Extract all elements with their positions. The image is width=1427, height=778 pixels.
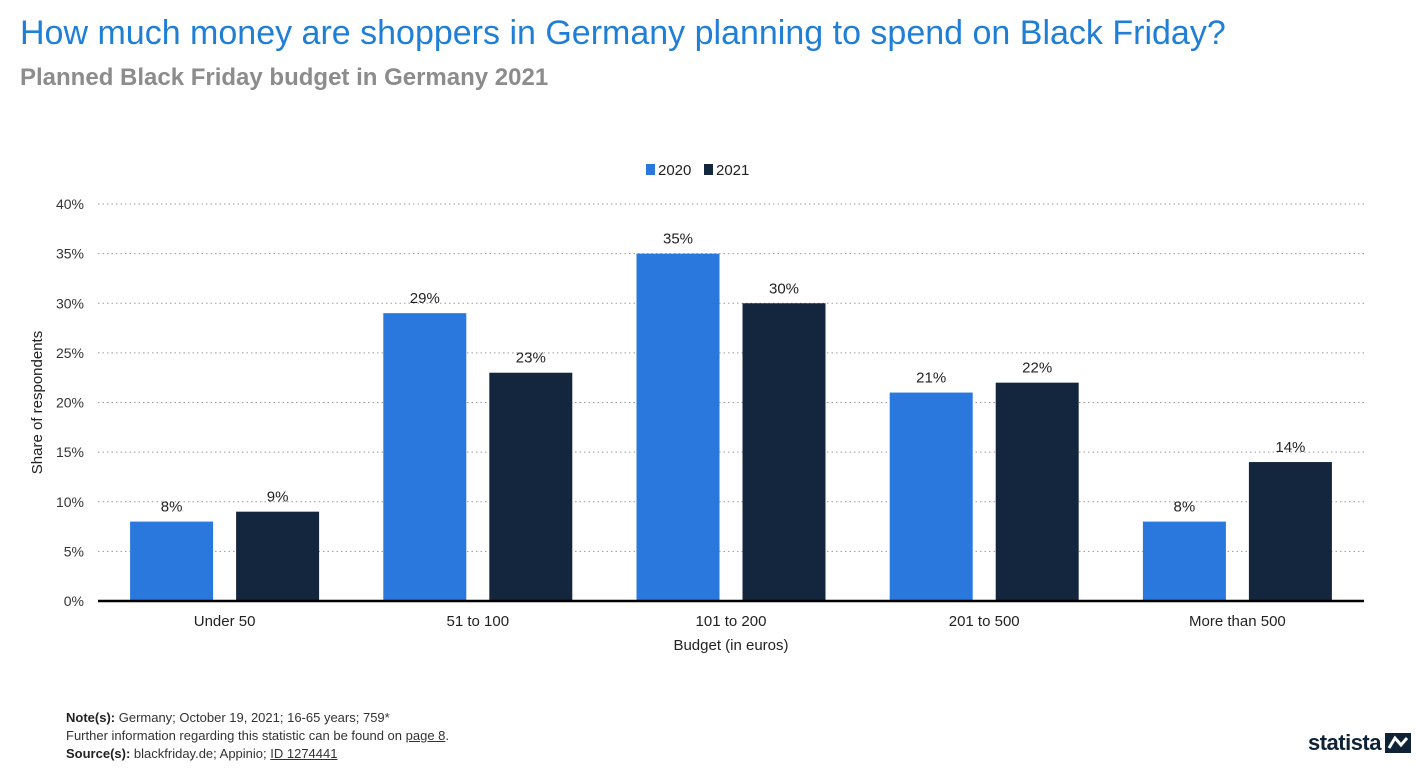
data-label: 14%: [1275, 439, 1305, 456]
data-label: 21%: [916, 370, 946, 387]
y-tick-label: 35%: [56, 246, 84, 262]
bar-2021: [995, 382, 1079, 601]
y-tick-label: 0%: [64, 593, 84, 609]
info-text: Further information regarding this stati…: [66, 728, 406, 743]
y-tick-label: 20%: [56, 395, 84, 411]
legend-swatch-2021: [704, 164, 713, 175]
bar-2021: [742, 303, 826, 601]
bar-2021: [236, 511, 320, 601]
x-tick-label: More than 500: [1189, 613, 1286, 630]
data-label: 30%: [769, 280, 799, 297]
data-label: 22%: [1022, 360, 1052, 377]
legend-swatch-2020: [646, 164, 655, 175]
x-tick-label: Under 50: [194, 613, 256, 630]
bar-2021: [1248, 462, 1332, 601]
legend-label-2021: 2021: [716, 162, 749, 179]
data-label: 35%: [663, 231, 693, 248]
bar-2020: [889, 392, 973, 601]
data-label: 8%: [161, 499, 183, 516]
bar-2020: [130, 521, 214, 601]
data-label: 9%: [267, 489, 289, 506]
x-tick-label: 101 to 200: [696, 613, 767, 630]
page-link[interactable]: page 8: [405, 728, 446, 743]
y-axis-title: Share of respondents: [29, 331, 46, 474]
bar-2020: [1142, 521, 1226, 601]
source-label: Source(s):: [66, 746, 131, 761]
legend-label-2020: 2020: [658, 162, 691, 179]
x-tick-label: 51 to 100: [447, 613, 510, 630]
y-tick-label: 10%: [56, 494, 84, 510]
y-tick-label: 15%: [56, 444, 84, 460]
y-tick-label: 5%: [64, 543, 84, 559]
x-tick-label: 201 to 500: [949, 613, 1020, 630]
data-label: 8%: [1174, 499, 1196, 516]
statista-flag-icon: [1385, 733, 1411, 753]
x-axis-title: Budget (in euros): [673, 637, 788, 654]
notes-text: Germany; October 19, 2021; 16-65 years; …: [115, 710, 390, 725]
chart-title: How much money are shoppers in Germany p…: [20, 14, 1226, 52]
bar-chart: 0% 5% 10% 15% 20% 25% 30% 35% 40% 8% 9% Under 50 29%…: [29, 162, 1364, 654]
y-tick-label: 30%: [56, 295, 84, 311]
chart-subtitle: Planned Black Friday budget in Germany 2…: [20, 64, 549, 91]
data-label: 29%: [410, 290, 440, 307]
y-tick-label: 40%: [56, 196, 84, 212]
statistic-id-link[interactable]: ID 1274441: [270, 746, 338, 761]
bar-2020: [383, 313, 467, 601]
footer-notes: Note(s): Germany; October 19, 2021; 16-6…: [66, 709, 449, 763]
y-tick-label: 25%: [56, 345, 84, 361]
bar-2021: [489, 372, 573, 601]
logo-text: statista: [1307, 730, 1382, 755]
data-label: 23%: [516, 350, 546, 367]
statista-logo[interactable]: statista: [1308, 730, 1411, 756]
info-end: .: [445, 728, 450, 743]
notes-label: Note(s):: [66, 710, 116, 725]
source-text: blackfriday.de; Appinio;: [130, 746, 271, 761]
bar-2020: [636, 253, 720, 601]
